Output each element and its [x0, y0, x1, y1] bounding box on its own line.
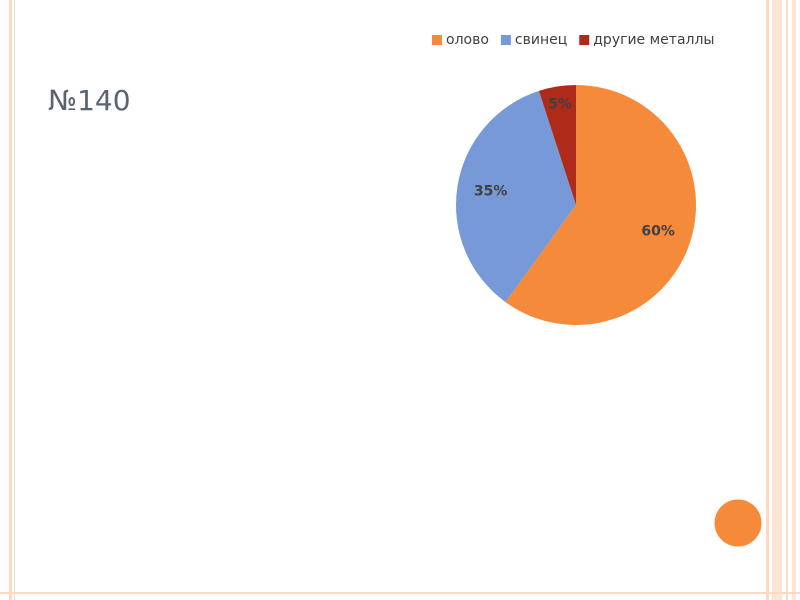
frame-line — [0, 592, 800, 594]
legend-label: олово — [446, 32, 489, 48]
pie-slice — [538, 85, 576, 205]
legend-label: другие металлы — [593, 32, 714, 48]
frame-line — [772, 0, 782, 600]
frame-line — [766, 0, 769, 600]
pie-slice — [505, 85, 697, 325]
data-label: 60% — [641, 224, 675, 240]
legend-label: свинец — [515, 32, 567, 48]
pie-chart: 60% 35% 5% олово свинец другие металлы — [432, 32, 714, 325]
frame-line — [9, 0, 12, 600]
legend-swatch — [500, 35, 511, 45]
frame-line — [14, 0, 15, 600]
data-label: 5% — [548, 96, 572, 112]
legend-swatch — [579, 35, 590, 45]
legend-swatch — [432, 35, 442, 45]
data-label: 35% — [474, 183, 508, 199]
frame-line — [786, 0, 788, 600]
frame-line — [792, 0, 796, 600]
legend: олово свинец другие металлы — [432, 32, 714, 48]
slide-title: №140 — [48, 84, 131, 117]
pie-slice — [456, 90, 576, 303]
decor-circle — [711, 496, 765, 550]
